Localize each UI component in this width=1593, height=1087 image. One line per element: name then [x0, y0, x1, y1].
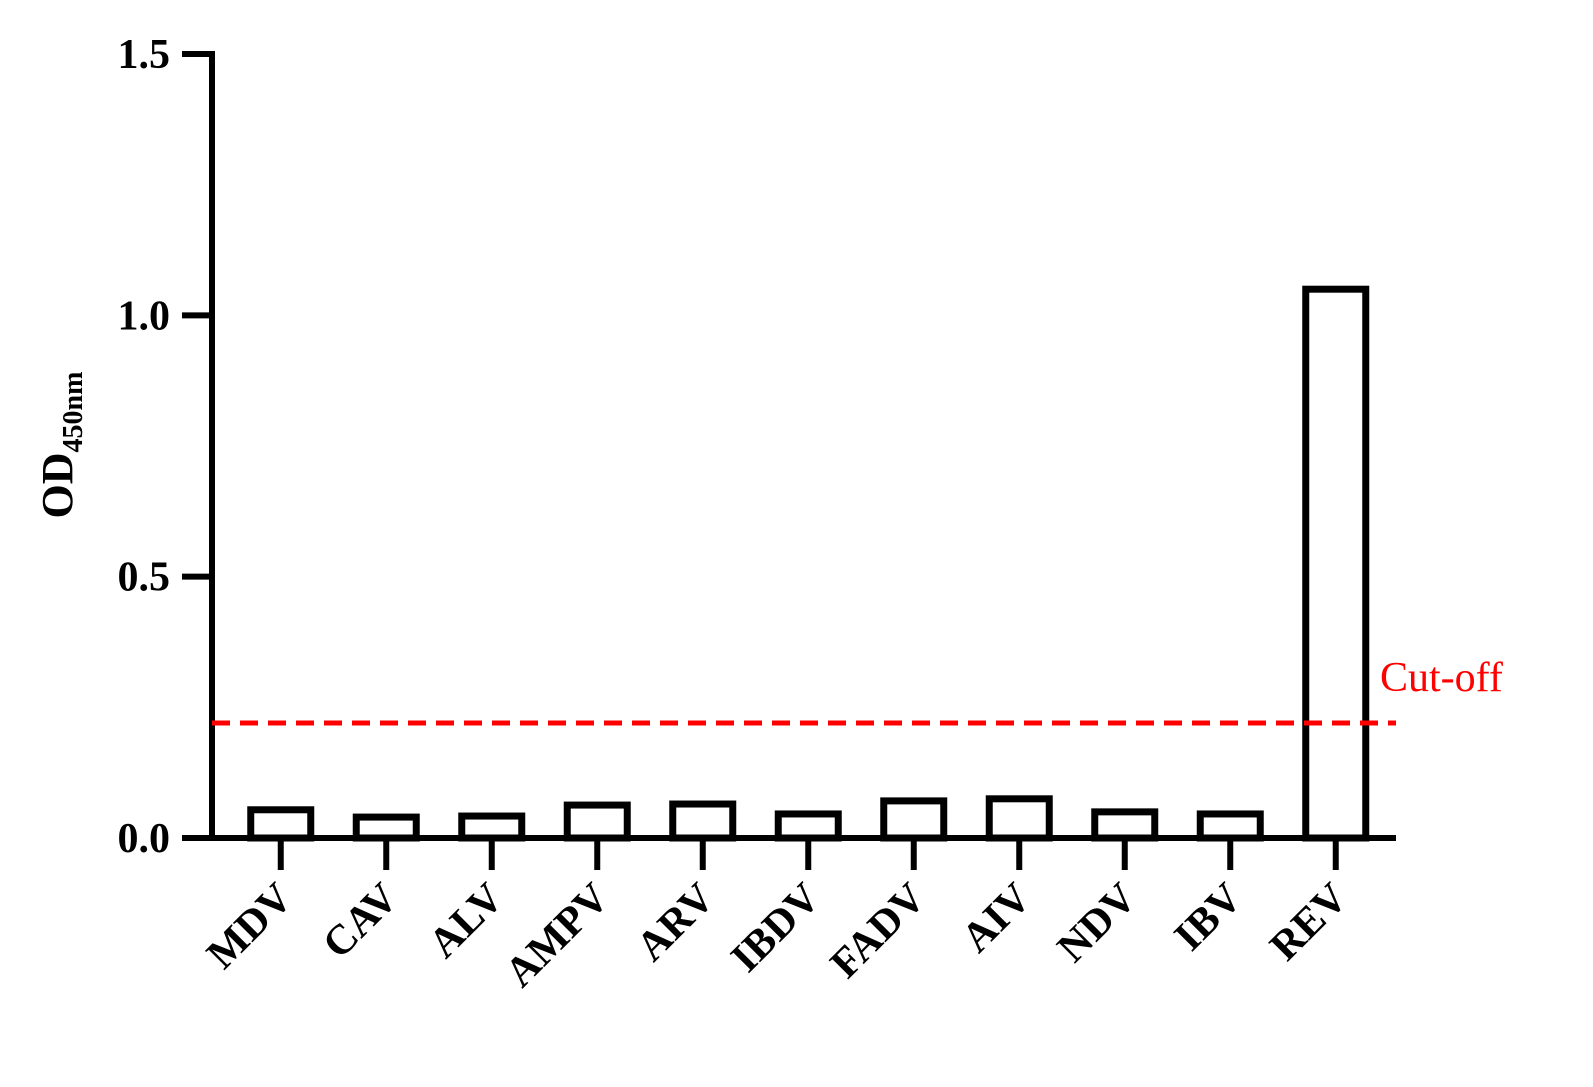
bar: [352, 813, 420, 842]
y-axis-label: OD450nm: [33, 372, 89, 519]
y-label-main: OD: [33, 452, 82, 518]
x-tick-label: AIV: [953, 875, 1040, 962]
y-tick-label: 0.5: [118, 555, 171, 601]
x-tick-label: FADV: [822, 875, 935, 988]
x-tick-label: REV: [1262, 875, 1357, 970]
bar: [458, 812, 526, 842]
bar: [1196, 810, 1264, 842]
y-label-sub: 450nm: [58, 372, 89, 453]
bar: [1091, 808, 1159, 842]
y-tick-label: 1.0: [118, 293, 171, 339]
y-tick-label: 1.5: [118, 32, 171, 78]
y-tick-label: 0.0: [118, 816, 171, 862]
x-tick-label: IBV: [1166, 875, 1251, 960]
bar: [669, 800, 737, 842]
x-tick-label: MDV: [198, 875, 301, 978]
x-tick-label: AMPV: [497, 875, 619, 997]
bar: [247, 806, 315, 842]
bar: [880, 797, 948, 842]
bar: [563, 801, 631, 842]
x-tick-label: ARV: [628, 875, 724, 971]
bar: [1302, 285, 1370, 842]
bar: [774, 810, 842, 842]
x-tick-label: IBDV: [723, 875, 830, 982]
bar: [985, 795, 1053, 842]
x-tick-label: ALV: [420, 875, 513, 968]
x-tick-label: NDV: [1049, 875, 1146, 972]
x-tick-label: CAV: [314, 875, 407, 968]
cutoff-label: Cut-off: [1380, 655, 1503, 701]
